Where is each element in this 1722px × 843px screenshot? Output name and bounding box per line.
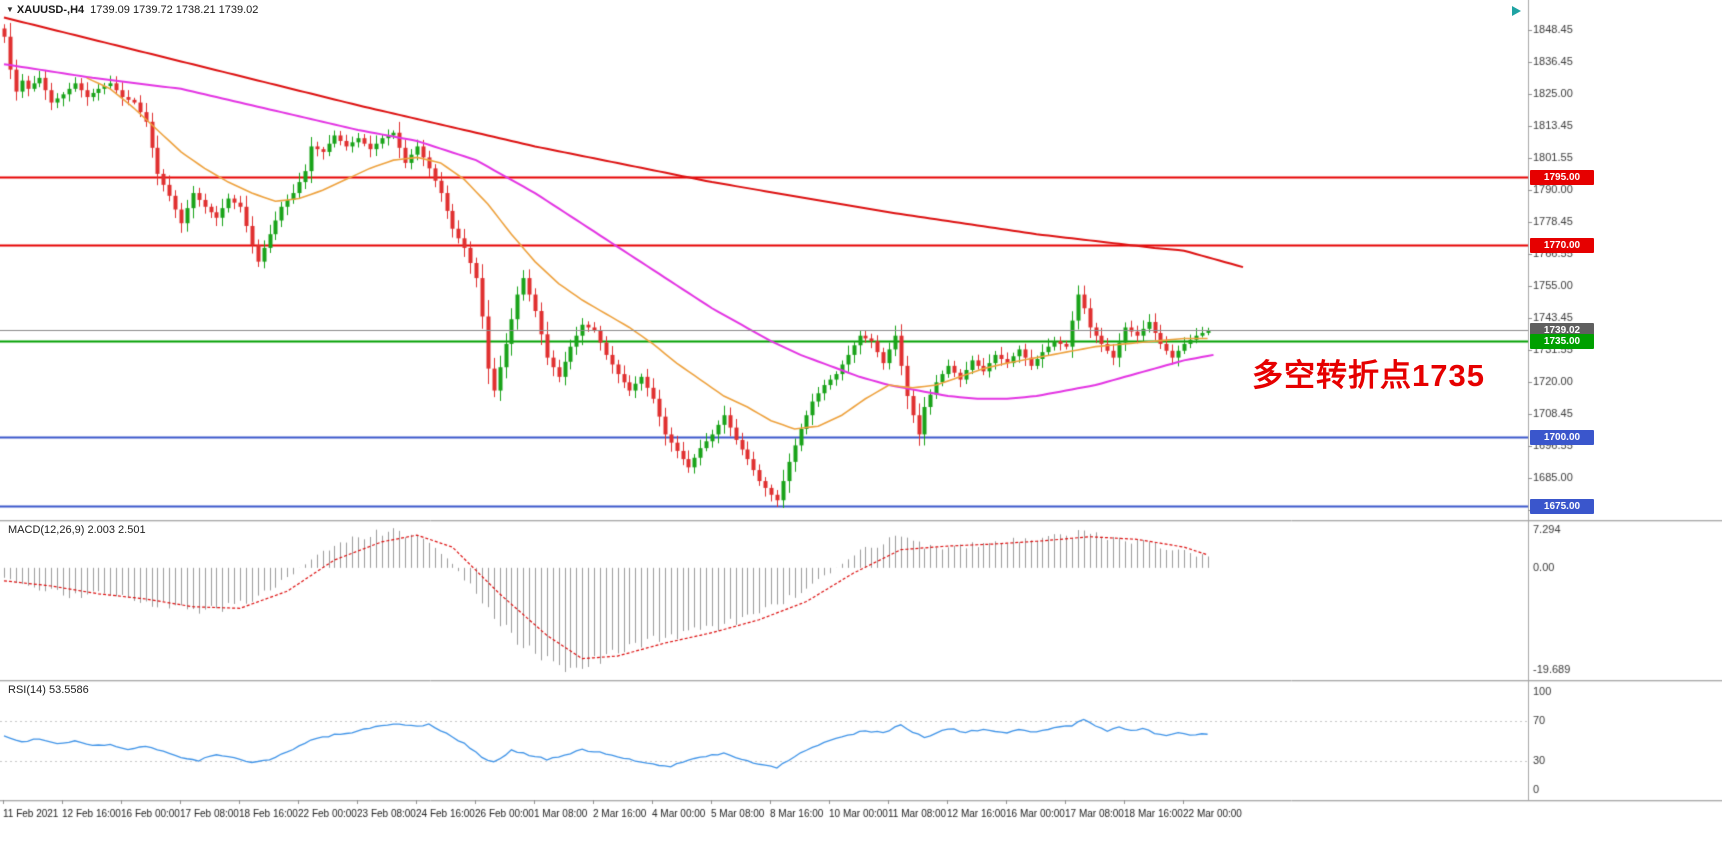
price-badge-level-1770: 1770.00	[1530, 238, 1594, 253]
price-badge-level-1700: 1700.00	[1530, 430, 1594, 445]
symbol-ohlc: 1739.09 1739.72 1738.21 1739.02	[90, 4, 259, 16]
price-badge-level-1675: 1675.00	[1530, 499, 1594, 514]
symbol-info-bar: ▼ XAUUSD-,H4 1739.09 1739.72 1738.21 1739.…	[6, 4, 258, 16]
symbol-name: XAUUSD-,H4	[16, 4, 85, 16]
price-badge-level-1735: 1735.00	[1530, 334, 1594, 349]
symbol-dropdown-icon[interactable]: ▼	[6, 5, 14, 14]
price-badge-level-1795: 1795.00	[1530, 170, 1594, 185]
macd-label: MACD(12,26,9) 2.003 2.501	[8, 524, 146, 536]
annotation-text: 多空转折点1735	[1252, 358, 1485, 393]
rsi-label: RSI(14) 53.5586	[8, 684, 89, 696]
chart-shift-marker-icon[interactable]	[1512, 6, 1521, 16]
